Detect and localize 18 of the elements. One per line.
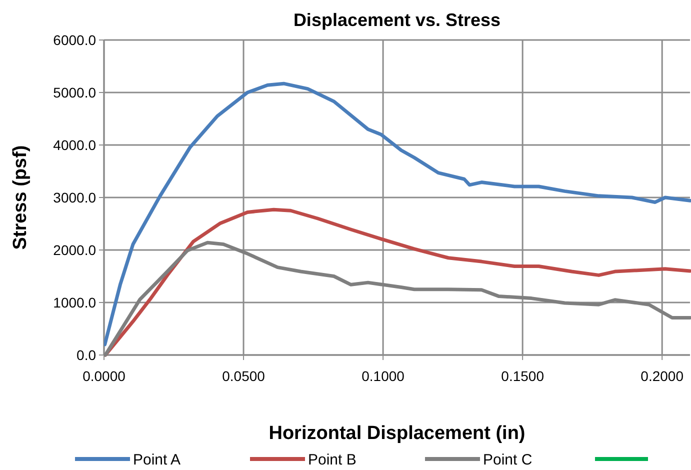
y-tick-label: 2000.0 — [53, 242, 96, 258]
y-tick-label: 0.0 — [76, 346, 96, 363]
x-tick-label: 0.2000 — [640, 368, 684, 384]
legend-label: Point B — [308, 451, 356, 468]
legend-label: Point C — [483, 451, 532, 468]
x-axis-title: Horizontal Displacement (in) — [268, 423, 526, 444]
y-axis-title: Stress (psf) — [10, 145, 31, 250]
y-tick-label: 1000.0 — [53, 294, 96, 310]
x-tick-label: 0.1500 — [501, 368, 544, 384]
x-tick-label: 0.0500 — [222, 368, 266, 384]
chart-title: Displacement vs. Stress — [293, 10, 501, 30]
legend-label: Point A — [133, 451, 181, 468]
x-tick-label: 0.0000 — [82, 368, 126, 384]
x-tick-label: 0.1000 — [362, 368, 405, 384]
y-tick-label: 3000.0 — [53, 189, 96, 206]
y-tick-label: 5000.0 — [53, 84, 96, 100]
y-tick-label: 4000.0 — [53, 136, 96, 153]
y-tick-label: 6000.0 — [53, 32, 96, 48]
